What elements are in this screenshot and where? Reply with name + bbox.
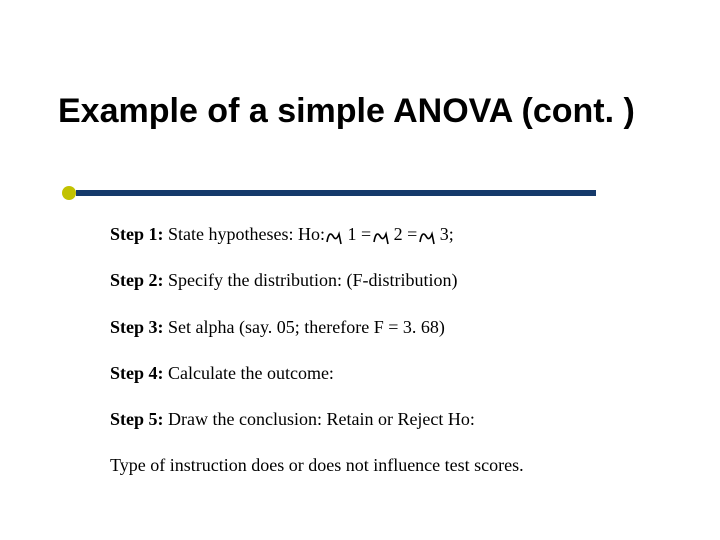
step-1-h2: 2 = [394,224,418,244]
step-1: Step 1: State hypotheses: Ho: 1 = 2 = 3; [110,222,660,246]
step-5-label: Step 5: [110,409,164,429]
step-5: Step 5: Draw the conclusion: Retain or R… [110,407,660,431]
step-2-text: Specify the distribution: (F-distributio… [168,270,457,290]
step-2-label: Step 2: [110,270,164,290]
bullet-dot [62,186,76,200]
content-region: Step 1: State hypotheses: Ho: 1 = 2 = 3;… [110,222,660,482]
slide-title: Example of a simple ANOVA (cont. ) [58,92,690,131]
step-4: Step 4: Calculate the outcome: [110,361,660,385]
step-1-label: Step 1: [110,224,164,244]
step-1-h1: 1 = [347,224,371,244]
step-4-label: Step 4: [110,363,164,383]
title-region: Example of a simple ANOVA (cont. ) [58,92,690,131]
step-3: Step 3: Set alpha (say. 05; therefore F … [110,315,660,339]
step-2: Step 2: Specify the distribution: (F-dis… [110,268,660,292]
step-4-text: Calculate the outcome: [168,363,334,383]
title-underline-bar [76,190,596,196]
step-5-text: Draw the conclusion: Retain or Reject Ho… [168,409,475,429]
step-1-h3: 3; [440,224,454,244]
step-3-label: Step 3: [110,317,164,337]
closing-line: Type of instruction does or does not inf… [110,453,660,477]
step-3-text: Set alpha (say. 05; therefore F = 3. 68) [168,317,445,337]
step-1-text-a: State hypotheses: Ho: [168,224,325,244]
